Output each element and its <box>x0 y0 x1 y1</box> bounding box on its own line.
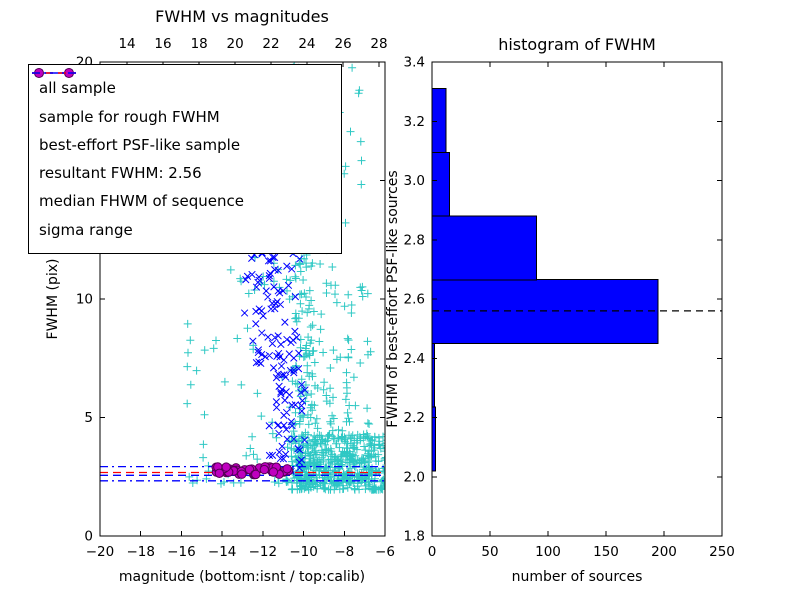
tick-label: 28 <box>370 36 387 52</box>
psf-sample-marker <box>251 469 261 480</box>
tick-label: 18 <box>191 36 208 52</box>
legend-item-resultant-fwhm: resultant FWHM: 2.56 <box>32 72 331 183</box>
tick-label: 3.2 <box>404 114 425 130</box>
tick-label: 250 <box>709 544 735 560</box>
tick-label: 22 <box>262 36 279 52</box>
tick-label: 5 <box>84 410 93 426</box>
histogram-bar <box>431 151 450 217</box>
histogram-bar <box>431 279 659 344</box>
tick-label: 16 <box>154 36 171 52</box>
histogram-bar <box>431 406 436 472</box>
dashdot-line-icon <box>32 72 76 74</box>
histogram-bar <box>431 88 447 153</box>
right-plot-ylabel: FWHM of best-effort PSF-like sources <box>385 170 401 427</box>
histogram-bar <box>431 215 537 281</box>
tick-label: 1.8 <box>404 529 425 545</box>
tick-label: 100 <box>535 544 561 560</box>
legend-item-median-fwhm: median FHWM of sequence <box>32 72 331 211</box>
tick-label: 0 <box>84 529 93 545</box>
legend-label-sigma-range: sigma range <box>39 220 133 239</box>
psf-sample-marker <box>221 462 231 472</box>
psf-sample-marker <box>237 469 247 479</box>
legend-label-rough-fwhm: sample for rough FWHM <box>39 107 220 126</box>
tick-label: 20 <box>226 36 243 52</box>
left-plot-xlabel: magnitude (bottom:isnt / top:calib) <box>119 569 365 585</box>
tick-label: 3.0 <box>404 173 425 189</box>
legend-item-rough-fwhm: sample for rough FWHM <box>35 69 331 126</box>
left-plot-ylabel: FWHM (pix) <box>45 259 61 340</box>
tick-label: 150 <box>593 544 619 560</box>
tick-label: −14 <box>208 544 237 560</box>
tick-label: −10 <box>289 544 318 560</box>
legend-label-psf-sample: best-effort PSF-like sample <box>39 135 241 154</box>
right-plot-xlabel: number of sources <box>512 569 643 585</box>
tick-label: −12 <box>249 544 278 560</box>
psf-sample-marker <box>282 464 292 474</box>
tick-label: 24 <box>298 36 315 52</box>
tick-label: 26 <box>335 36 352 52</box>
tick-label: 2.0 <box>404 469 425 485</box>
legend-item-psf-sample: best-effort PSF-like sample <box>34 68 331 154</box>
tick-label: 2.8 <box>404 232 425 248</box>
tick-label: 3.4 <box>404 55 425 71</box>
psf-sample-marker <box>214 468 225 478</box>
tick-label: 2.2 <box>404 410 425 426</box>
left-plot-title: FWHM vs magnitudes <box>155 7 329 26</box>
tick-label: 14 <box>118 36 135 52</box>
tick-label: 0 <box>428 544 437 560</box>
legend-item-sigma-range: sigma range <box>32 72 331 239</box>
tick-label: 10 <box>76 292 93 308</box>
legend: all sample sample for rough FWHM best-ef… <box>28 64 342 254</box>
tick-label: 2.4 <box>404 351 425 367</box>
tick-label: −8 <box>334 544 354 560</box>
tick-label: −18 <box>126 544 155 560</box>
tick-label: 200 <box>651 544 677 560</box>
psf-sample-marker <box>259 464 269 475</box>
tick-label: −16 <box>167 544 196 560</box>
legend-item-all-sample: all sample <box>34 68 331 98</box>
legend-label-resultant-fwhm: resultant FWHM: 2.56 <box>39 164 202 183</box>
right-plot-title: histogram of FWHM <box>498 35 656 54</box>
right-plot-histogram: 0 50 100 150 200 250 1.8 2.0 2.2 2.4 2.6 2.8 3.0 3.2 3… <box>404 55 735 561</box>
tick-label: −20 <box>86 544 115 560</box>
legend-label-median-fwhm: median FHWM of sequence <box>39 192 244 211</box>
tick-label: 2.6 <box>404 292 425 308</box>
tick-label: −6 <box>375 544 395 560</box>
tick-label: 50 <box>481 544 498 560</box>
legend-label-all-sample: all sample <box>39 79 116 98</box>
psf-sample-marker <box>268 467 279 477</box>
